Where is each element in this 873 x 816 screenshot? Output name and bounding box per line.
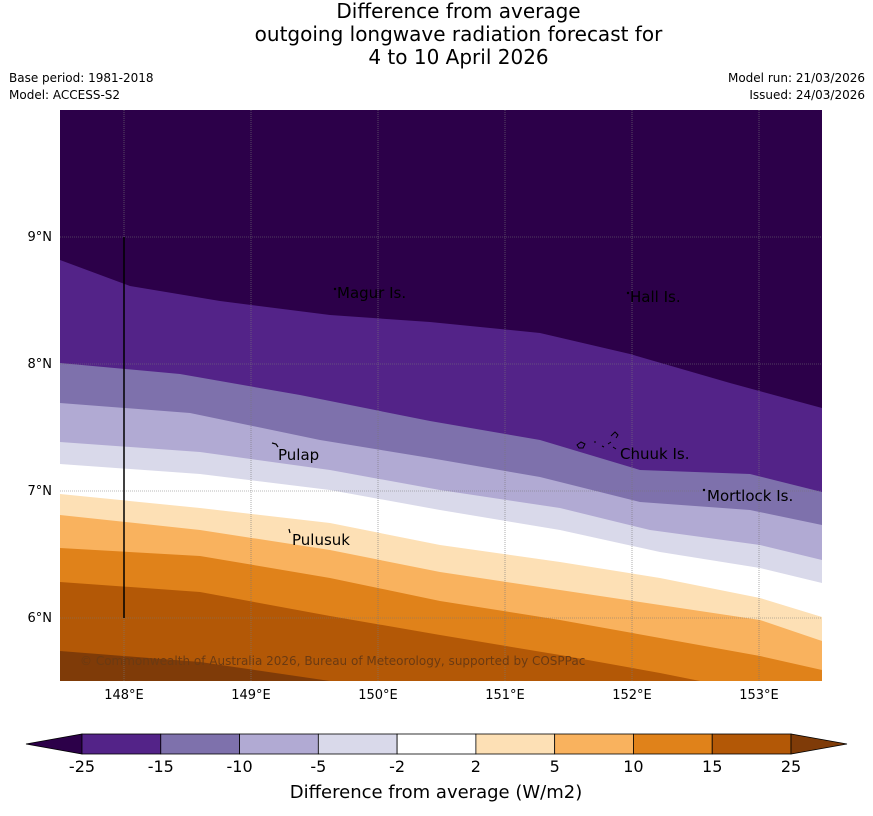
colorbar-swatch <box>633 733 713 755</box>
place-mortlock: Mortlock Is. <box>707 487 793 505</box>
colorbar-swatch <box>81 733 162 755</box>
title-line-1: Difference from average <box>336 0 581 23</box>
place-magur: Magur Is. <box>337 284 406 302</box>
magur-island-shape <box>333 287 337 291</box>
colorbar-swatch <box>554 733 634 755</box>
colorbar-tick-label: 10 <box>623 757 643 776</box>
base-period: Base period: 1981-2018 <box>9 71 154 85</box>
colorbar-swatch <box>396 733 477 755</box>
issued-date: Issued: 24/03/2026 <box>749 88 865 102</box>
island-shapes <box>271 287 706 534</box>
place-hall: Hall Is. <box>630 288 681 306</box>
lon-label-150e: 150°E <box>358 688 398 703</box>
lon-label-151e: 151°E <box>485 688 525 703</box>
lat-label-6n: 6°N <box>28 611 53 626</box>
chuuk-island-shape <box>576 431 619 450</box>
place-chuuk: Chuuk Is. <box>620 445 689 463</box>
colorbar-tick-label: -5 <box>310 757 326 776</box>
base-info: Base period: 1981-2018 Model: ACCESS-S2 <box>9 70 154 104</box>
colorbar-extend-low <box>25 733 83 755</box>
colorbar-swatches <box>25 733 848 755</box>
title-line-2: outgoing longwave radiation forecast for <box>254 22 663 46</box>
colorbar-tick-label: -15 <box>148 757 174 776</box>
colorbar-ticks: -25 -15 -10 -5 -2 2 5 10 15 25 <box>69 757 801 776</box>
mortlock-island-shape <box>702 488 706 492</box>
copyright-notice: © Commonwealth of Australia 2026, Bureau… <box>80 654 585 668</box>
band-above-25 <box>60 651 330 681</box>
map-title: Difference from average outgoing longwav… <box>0 0 873 69</box>
lon-label-148e: 148°E <box>104 688 144 703</box>
colorbar-swatch <box>239 733 319 755</box>
longitude-labels: 148°E 149°E 150°E 151°E 152°E 153°E <box>104 688 779 703</box>
band-15-to-25 <box>60 582 700 681</box>
colorbar-tick-label: 25 <box>781 757 801 776</box>
place-pulusuk: Pulusuk <box>292 531 350 549</box>
colorbar: -25 -15 -10 -5 -2 2 5 10 15 25 Difference from av… <box>25 733 848 803</box>
colorbar-extend-high <box>790 733 848 755</box>
colorbar-tick-label: 2 <box>471 757 481 776</box>
colorbar-tick-label: -25 <box>69 757 95 776</box>
lat-label-7n: 7°N <box>28 484 53 499</box>
colorbar-swatch <box>160 733 240 755</box>
colorbar-tick-label: -2 <box>389 757 405 776</box>
graticule <box>60 110 822 681</box>
model-name: Model: ACCESS-S2 <box>9 88 121 102</box>
colorbar-swatch <box>475 733 556 755</box>
model-run: Model run: 21/03/2026 <box>727 71 865 85</box>
colorbar-tick-label: 5 <box>550 757 560 776</box>
colorbar-tick-label: -10 <box>226 757 252 776</box>
lon-label-152e: 152°E <box>612 688 652 703</box>
place-pulap: Pulap <box>278 446 319 464</box>
colorbar-label: Difference from average (W/m2) <box>290 782 582 803</box>
lon-label-149e: 149°E <box>231 688 271 703</box>
anomaly-field: Magur Is. Hall Is. Pulap Chuuk Is. Mortl… <box>60 110 822 681</box>
hall-island-shape <box>626 291 630 295</box>
run-info: Model run: 21/03/2026 Issued: 24/03/2026 <box>728 70 865 104</box>
lon-label-153e: 153°E <box>739 688 779 703</box>
colorbar-swatch <box>317 733 398 755</box>
lat-label-8n: 8°N <box>28 357 53 372</box>
pulap-island-shape <box>271 442 279 448</box>
lat-label-9n: 9°N <box>28 230 53 245</box>
colorbar-swatch <box>711 733 792 755</box>
latitude-labels: 9°N 8°N 7°N 6°N <box>28 230 53 626</box>
colorbar-tick-label: 15 <box>702 757 722 776</box>
title-line-3: 4 to 10 April 2026 <box>368 45 549 69</box>
pulusuk-island-shape <box>288 528 291 534</box>
